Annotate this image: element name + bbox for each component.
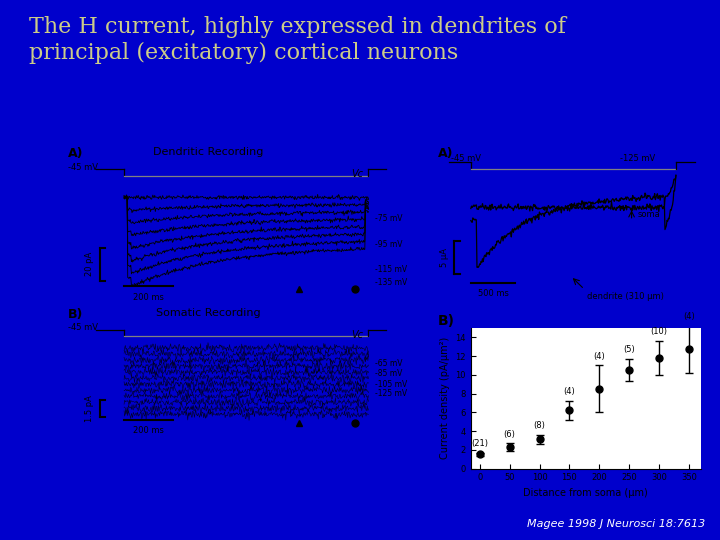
Text: (4): (4) bbox=[593, 352, 606, 361]
Text: -85 mV: -85 mV bbox=[376, 369, 403, 377]
Y-axis label: Current density (pA/μm²): Current density (pA/μm²) bbox=[440, 337, 450, 460]
Text: dendrite (310 μm): dendrite (310 μm) bbox=[588, 292, 664, 301]
Text: Dendritic Recording: Dendritic Recording bbox=[153, 147, 263, 157]
Text: -135 mV: -135 mV bbox=[376, 278, 408, 287]
Text: -65 mV: -65 mV bbox=[376, 359, 403, 368]
Text: -125 mV: -125 mV bbox=[376, 389, 408, 397]
Text: 200 ms: 200 ms bbox=[133, 293, 164, 302]
Text: Vc: Vc bbox=[351, 169, 363, 179]
Text: -95 mV: -95 mV bbox=[376, 240, 403, 249]
Text: 1.5 pA: 1.5 pA bbox=[86, 395, 94, 422]
Text: -45 mV: -45 mV bbox=[68, 323, 98, 333]
Text: B): B) bbox=[438, 314, 454, 328]
Text: A): A) bbox=[68, 147, 84, 160]
Text: -115 mV: -115 mV bbox=[376, 265, 408, 274]
Text: B): B) bbox=[68, 308, 84, 321]
Text: 500 ms: 500 ms bbox=[477, 289, 508, 299]
Text: (4): (4) bbox=[564, 387, 575, 396]
Text: (5): (5) bbox=[624, 345, 635, 354]
Text: The H current, highly expressed in dendrites of
principal (excitatory) cortical : The H current, highly expressed in dendr… bbox=[29, 16, 566, 64]
Text: Magee 1998 J Neurosci 18:7613: Magee 1998 J Neurosci 18:7613 bbox=[527, 519, 706, 529]
Text: 200 ms: 200 ms bbox=[133, 426, 164, 435]
Text: soma: soma bbox=[637, 210, 660, 219]
Text: A): A) bbox=[438, 147, 453, 160]
X-axis label: Distance from soma (μm): Distance from soma (μm) bbox=[523, 488, 648, 498]
Text: (21): (21) bbox=[472, 439, 488, 448]
Text: (10): (10) bbox=[651, 327, 667, 336]
Text: (8): (8) bbox=[534, 421, 546, 430]
Text: Vc: Vc bbox=[351, 329, 363, 340]
Text: -45 mV: -45 mV bbox=[451, 154, 482, 163]
Text: Somatic Recording: Somatic Recording bbox=[156, 308, 260, 318]
Text: (4): (4) bbox=[683, 312, 695, 321]
Text: -45 mV: -45 mV bbox=[68, 163, 98, 172]
Text: -105 mV: -105 mV bbox=[376, 380, 408, 389]
Text: -75 mV: -75 mV bbox=[376, 214, 403, 223]
Text: 5 μA: 5 μA bbox=[440, 248, 449, 267]
Text: 20 pA: 20 pA bbox=[86, 252, 94, 276]
Text: -125 mV: -125 mV bbox=[621, 154, 656, 163]
Text: (6): (6) bbox=[504, 429, 516, 438]
